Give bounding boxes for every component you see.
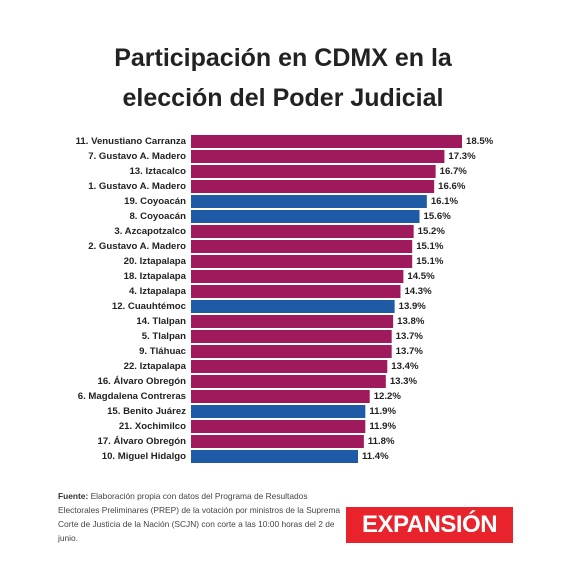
value-label: 17.3% [448,151,476,162]
bar [191,450,358,463]
bar [191,210,420,223]
bar [191,300,395,313]
bar [191,150,445,163]
value-label: 13.4% [391,361,419,372]
value-label: 16.7% [440,166,468,177]
value-label: 13.7% [396,346,424,357]
value-label: 14.3% [404,286,432,297]
category-label: 7. Gustavo A. Madero [88,151,186,162]
bar [191,405,366,418]
category-label: 12. Cuauhtémoc [112,301,187,312]
bar [191,255,413,268]
source-text: Elaboración propia con datos del Program… [58,491,341,543]
value-label: 15.1% [416,241,444,252]
bar [191,285,401,298]
bar [191,195,427,208]
value-label: 18.5% [466,136,494,147]
bar [191,435,364,448]
value-label: 15.1% [416,256,444,267]
value-label: 16.1% [431,196,459,207]
bar [191,345,392,358]
value-label: 11.8% [368,436,395,447]
bar [191,330,392,343]
chart-title-line-1: Participación en CDMX en la [114,44,452,72]
bar [191,420,366,433]
bar [191,135,462,148]
category-label: 11. Venustiano Carranza [76,136,187,147]
category-label: 14. Tlalpan [136,316,186,327]
category-label: 2. Gustavo A. Madero [88,241,186,252]
value-label: 15.6% [424,211,452,222]
category-label: 19. Coyoacán [124,196,186,207]
category-label: 10. Miguel Hidalgo [102,451,186,462]
category-label: 20. Iztapalapa [124,256,187,267]
category-label: 6. Magdalena Contreras [78,391,186,402]
chart-title-line-2: elección del Poder Judicial [122,84,444,112]
value-label: 11.4% [362,451,389,462]
bar [191,360,388,373]
source-label: Fuente: [58,491,89,501]
category-label: 22. Iztapalapa [124,361,187,372]
category-label: 5. Tlalpan [142,331,186,342]
bar [191,225,414,238]
bar [191,180,435,193]
category-label: 4. Iztapalapa [129,286,187,297]
category-label: 8. Coyoacán [129,211,186,222]
expansion-logo: EXPANSIÓN [346,507,513,543]
category-label: 16. Álvaro Obregón [98,375,187,387]
bar [191,375,386,388]
category-label: 17. Álvaro Obregón [98,435,187,447]
value-label: 12.2% [374,391,402,402]
value-label: 13.3% [390,376,418,387]
value-label: 15.2% [418,226,446,237]
bar [191,270,404,283]
bar [191,165,436,178]
value-label: 13.8% [397,316,425,327]
category-label: 21. Xochimilco [119,421,186,432]
category-label: 18. Iztapalapa [124,271,187,282]
bar-chart: 11. Venustiano Carranza 18.5% 7. Gustavo A… [76,135,494,463]
value-label: 16.6% [438,181,466,192]
category-label: 1. Gustavo A. Madero [88,181,186,192]
category-label: 13. Iztacalco [129,166,186,177]
value-label: 14.5% [407,271,435,282]
value-label: 13.7% [396,331,424,342]
category-label: 9. Tláhuac [139,346,187,357]
category-label: 15. Benito Juárez [107,406,186,417]
value-label: 13.9% [399,301,427,312]
bar [191,315,394,328]
source-note: Fuente: Elaboración propia con datos del… [58,489,343,545]
chart-title: Participación en CDMX en la elección del… [0,38,566,118]
bar [191,240,413,253]
value-label: 11.9% [369,421,396,432]
category-label: 3. Azcapotzalco [114,226,186,237]
bar [191,390,370,403]
value-label: 11.9% [369,406,396,417]
